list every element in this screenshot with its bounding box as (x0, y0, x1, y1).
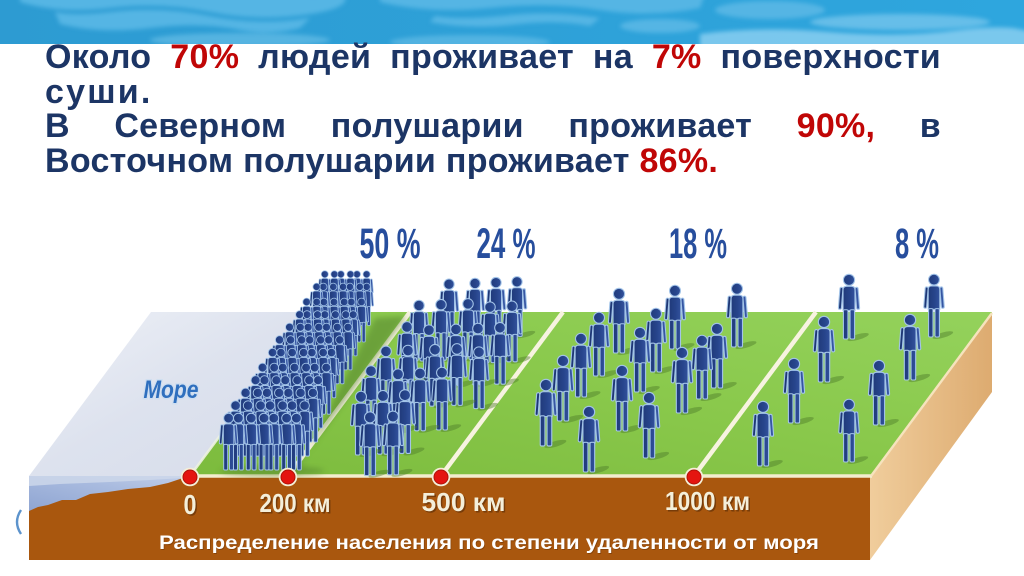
svg-text:0: 0 (185, 491, 198, 522)
svg-text:8 %: 8 % (895, 220, 939, 268)
svg-text:50 %: 50 % (360, 220, 421, 268)
svg-text:200 км: 200 км (261, 490, 332, 520)
svg-text:18 %: 18 % (669, 220, 727, 268)
svg-text:Распределение населения по сте: Распределение населения по степени удале… (159, 533, 819, 554)
svg-text:Распределение населения по сте: Распределение населения по степени удале… (160, 534, 820, 555)
svg-text:Море: Море (144, 376, 199, 404)
svg-text:500 км: 500 км (423, 489, 507, 519)
svg-text:1000 км: 1000 км (667, 488, 752, 518)
svg-text:500 км: 500 км (422, 487, 506, 517)
svg-text:0: 0 (184, 489, 197, 520)
svg-text:24 %: 24 % (477, 220, 536, 268)
svg-text:1000 км: 1000 км (665, 486, 750, 516)
svg-text:200 км: 200 км (260, 488, 331, 518)
svg-text:Море: Море (144, 376, 199, 404)
